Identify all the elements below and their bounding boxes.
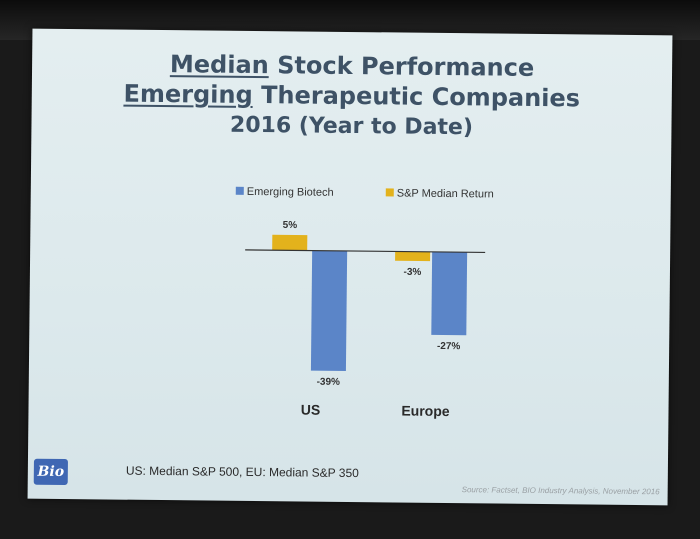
data-label: -27% <box>437 341 461 352</box>
bio-logo: Bio <box>33 458 68 486</box>
data-label: 5% <box>283 220 298 231</box>
bar-s-p-median-return-europe <box>395 251 431 262</box>
projected-slide: Median Stock Performance Emerging Therap… <box>27 28 673 506</box>
legend-label-2: S&P Median Return <box>397 187 494 200</box>
category-label-europe: Europe <box>401 403 450 420</box>
category-label-us: US <box>301 401 321 417</box>
bar-s-p-median-return-us <box>272 234 308 251</box>
legend-swatch-2 <box>385 188 394 197</box>
legend-swatch-1 <box>235 186 244 195</box>
legend-label-1: Emerging Biotech <box>247 186 334 199</box>
zero-baseline <box>245 249 486 254</box>
footnote: US: Median S&P 500, EU: Median S&P 350 <box>125 463 359 481</box>
data-label: -3% <box>403 267 421 278</box>
bar-emerging-biotech-us <box>310 250 348 371</box>
data-label: -39% <box>317 377 341 388</box>
bar-chart: Emerging Biotech S&P Median Return -39% -27… <box>235 186 494 420</box>
bar-emerging-biotech-europe <box>431 251 468 336</box>
